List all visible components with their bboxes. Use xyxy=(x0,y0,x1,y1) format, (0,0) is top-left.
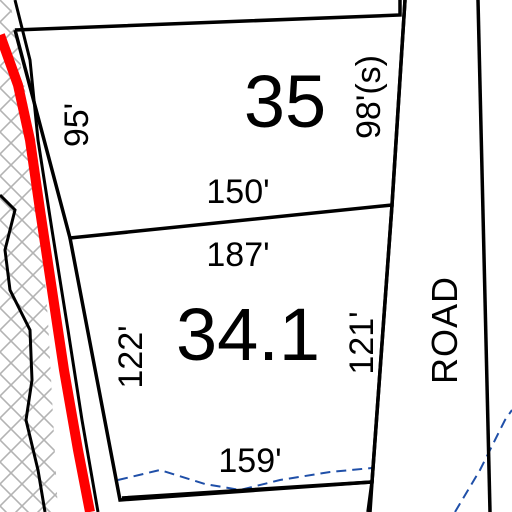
lot-34-1-right-dimension: 121' xyxy=(343,311,381,374)
red-boundary-line xyxy=(0,33,95,512)
lot-35-right-dimension: 98'(s) xyxy=(350,55,388,139)
road-east-line xyxy=(476,0,492,512)
boundary-edge-outer xyxy=(0,193,47,512)
lot-35-number: 35 xyxy=(244,60,326,143)
lot-35-left-dimension: 95' xyxy=(58,103,96,147)
road-west-line xyxy=(366,0,407,512)
lot-34-1-number: 34.1 xyxy=(176,293,320,376)
boundary-edge-inner xyxy=(13,0,100,512)
lot-34-1-top-dimension: 187' xyxy=(206,236,269,274)
hatched-area xyxy=(0,0,58,512)
stream-line xyxy=(117,467,373,492)
lot-34-1-bottom-dimension: 159' xyxy=(218,442,281,480)
lot-35-bottom-dimension: 150' xyxy=(206,173,269,211)
road-label: ROAD xyxy=(424,276,465,384)
lot-lines xyxy=(13,0,492,512)
stream-line-east xyxy=(454,409,512,512)
lot-33-top-line xyxy=(121,480,374,512)
lot-34-1-left-dimension: 122' xyxy=(112,325,150,388)
